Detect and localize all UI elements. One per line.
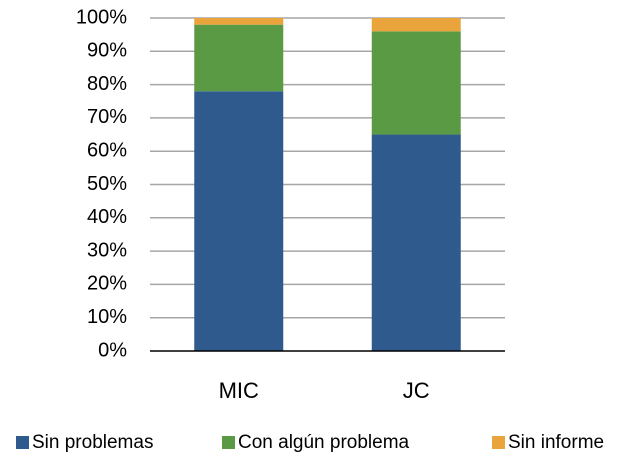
bar-segment — [194, 91, 284, 351]
y-tick-label: 80% — [87, 73, 127, 95]
x-tick-label: JC — [403, 378, 430, 403]
y-tick-label: 60% — [87, 139, 127, 161]
y-tick-label: 10% — [87, 306, 127, 328]
y-tick-label: 40% — [87, 206, 127, 228]
y-tick-label: 70% — [87, 106, 127, 128]
y-tick-label: 90% — [87, 40, 127, 62]
legend-swatch — [222, 436, 235, 449]
bar-segment — [194, 24, 284, 92]
y-tick-label: 100% — [76, 6, 127, 28]
y-tick-label: 0% — [98, 339, 127, 361]
y-tick-label: 50% — [87, 173, 127, 195]
y-tick-label: 30% — [87, 239, 127, 261]
bar-segment — [371, 18, 461, 32]
bar-segment — [194, 18, 284, 25]
legend-swatch — [16, 436, 29, 449]
bar-segment — [371, 134, 461, 351]
legend-label: Sin problemas — [32, 432, 153, 453]
x-tick-label: MIC — [219, 378, 259, 403]
legend-swatch — [492, 436, 505, 449]
legend-label: Con algún problema — [238, 432, 410, 453]
bar-segment — [371, 31, 461, 135]
legend-label: Sin informe — [508, 432, 604, 453]
y-tick-label: 20% — [87, 273, 127, 295]
